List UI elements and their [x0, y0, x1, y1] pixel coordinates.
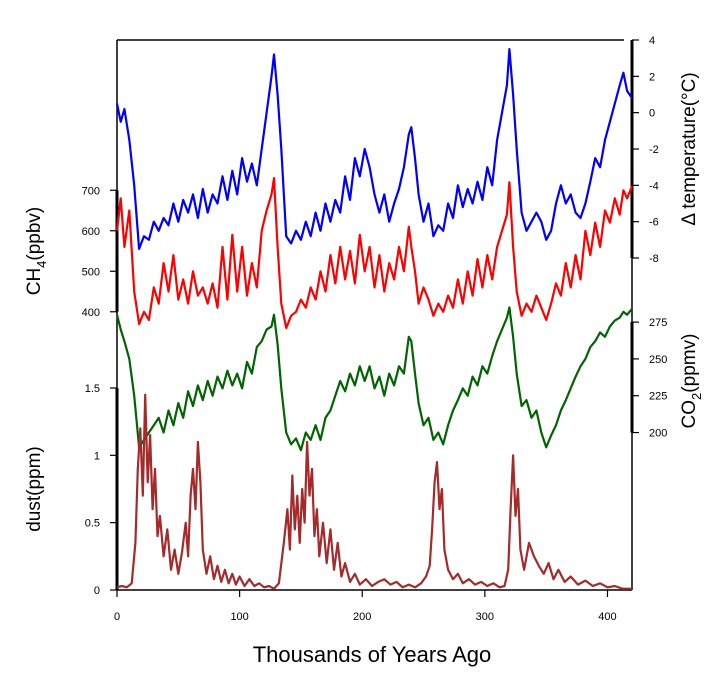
temperature-y-tick-label: -2 — [649, 144, 659, 156]
ch4-axis-label-sub: 4 — [34, 261, 49, 268]
co2-axis-label: CO2(ppmv) — [679, 334, 704, 429]
dust-y-tick-label: 1.5 — [85, 383, 100, 395]
temperature-y-tick-label: -8 — [649, 253, 659, 265]
x-tick-label: 400 — [598, 611, 616, 623]
temperature-axis-label: Δ temperature(°C) — [679, 72, 700, 225]
series-layer — [115, 48, 634, 590]
ch4-axis-label: CH4(ppbv) — [24, 207, 49, 296]
temperature-series-line — [115, 48, 633, 250]
temperature-y-tick-label: 2 — [649, 71, 655, 83]
temperature-y-tick-label: -4 — [649, 180, 659, 192]
dust-axis-label: dust(ppm) — [24, 446, 45, 532]
co2-series-line — [115, 306, 633, 452]
ch4-y-tick-label: 500 — [82, 266, 100, 278]
ch4-series-line — [115, 177, 634, 329]
ch4-axis-label-tail: (ppbv) — [24, 207, 45, 261]
co2-axis-label-tail: (ppmv) — [679, 334, 700, 393]
co2-axis-label-sub: 2 — [689, 393, 704, 400]
dust-y-tick-label: 0.5 — [85, 518, 100, 530]
dust-y-tick-label: 0 — [94, 585, 100, 597]
ch4-y-tick-label: 400 — [82, 307, 100, 319]
ch4-y-tick-label: 600 — [82, 226, 100, 238]
co2-axis-label-main: CO — [679, 400, 700, 429]
x-tick-label: 200 — [353, 611, 371, 623]
dust-series-line — [116, 393, 632, 590]
co2-y-tick-label: 200 — [649, 428, 667, 440]
co2-y-tick-label: 250 — [649, 354, 667, 366]
co2-y-tick-label: 275 — [649, 317, 667, 329]
ch4-axis-label-main: CH — [24, 268, 45, 295]
ch4-y-tick-label: 700 — [82, 185, 100, 197]
dust-y-tick-label: 1 — [94, 450, 100, 462]
temperature-y-tick-label: 4 — [649, 35, 655, 47]
axes-layer — [110, 39, 639, 597]
temperature-y-tick-label: -6 — [649, 217, 659, 229]
x-axis-label: Thousands of Years Ago — [253, 642, 492, 667]
co2-y-tick-label: 225 — [649, 391, 667, 403]
x-tick-label: 100 — [230, 611, 248, 623]
x-tick-label: 0 — [114, 611, 120, 623]
x-tick-label: 300 — [476, 611, 494, 623]
temperature-y-tick-label: 0 — [649, 108, 655, 120]
